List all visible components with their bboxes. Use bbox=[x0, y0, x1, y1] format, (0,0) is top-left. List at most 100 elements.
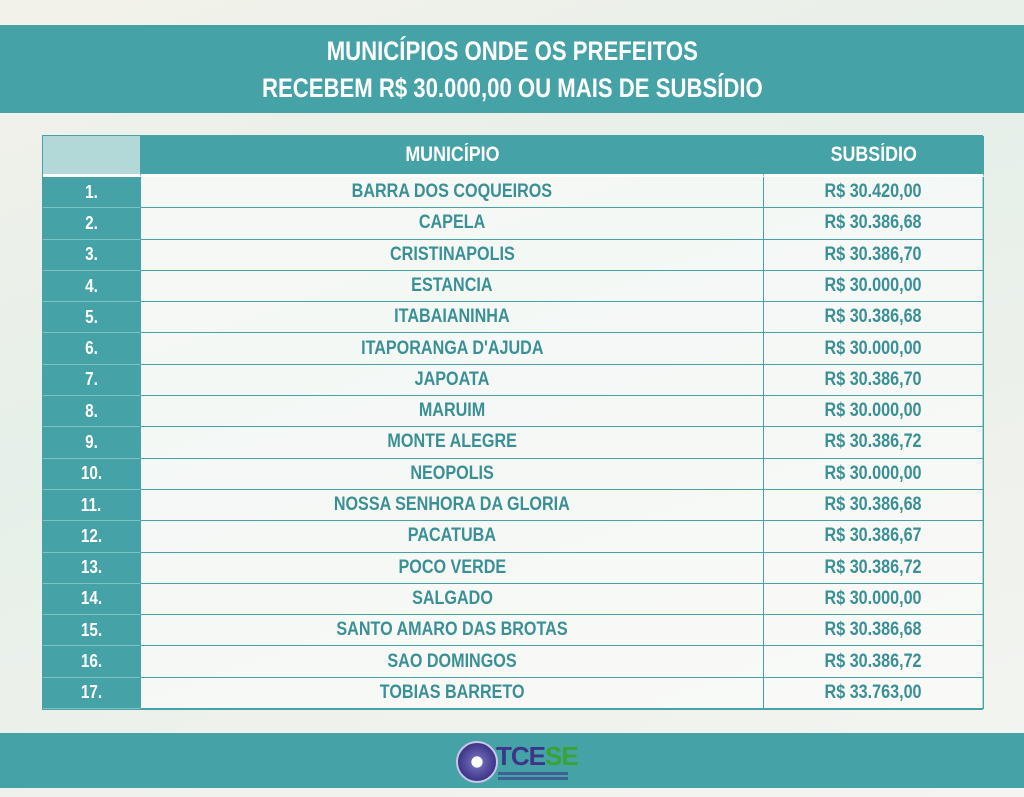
table-cell: NOSSA SENHORA DA GLORIA bbox=[141, 489, 764, 522]
cell-text: R$ 30.000,00 bbox=[825, 462, 922, 484]
cell-text: ITABAIANINHA bbox=[394, 306, 510, 328]
row-number-cell: 3. bbox=[43, 239, 141, 271]
title-banner: MUNICÍPIOS ONDE OS PREFEITOS RECEBEM R$ … bbox=[0, 25, 1024, 113]
table-cell: R$ 30.386,72 bbox=[764, 552, 984, 584]
table-cell: R$ 30.386,70 bbox=[764, 364, 984, 397]
row-number-cell: 13. bbox=[43, 552, 141, 584]
row-number-cell: 14. bbox=[43, 583, 141, 616]
table-cell: ESTANCIA bbox=[141, 270, 764, 303]
logo-line bbox=[498, 772, 568, 775]
cell-text: 7. bbox=[85, 369, 98, 390]
cell-text: R$ 30.000,00 bbox=[825, 400, 922, 422]
row-number-cell: 5. bbox=[43, 302, 141, 334]
row-number-cell: 11. bbox=[43, 489, 141, 522]
row-number-cell: 2. bbox=[43, 208, 141, 240]
table-cell: JAPOATA bbox=[141, 364, 764, 397]
logo-emblem bbox=[456, 741, 498, 783]
header-text: MUNICÍPIO bbox=[404, 143, 500, 166]
row-number-cell: 12. bbox=[43, 521, 141, 553]
cell-text: 15. bbox=[80, 619, 103, 640]
table-cell: R$ 30.386,68 bbox=[764, 302, 984, 334]
table-cell: CAPELA bbox=[141, 208, 764, 240]
row-number-cell: 8. bbox=[43, 396, 141, 428]
row-number-cell: 17. bbox=[43, 677, 141, 709]
cell-text: R$ 30.386,70 bbox=[825, 368, 922, 390]
cell-text: TOBIAS BARRETO bbox=[379, 681, 525, 703]
cell-text: R$ 33.763,00 bbox=[825, 681, 922, 703]
table-cell: R$ 30.000,00 bbox=[764, 333, 984, 365]
cell-text: CRISTINAPOLIS bbox=[389, 243, 515, 265]
cell-text: R$ 30.386,68 bbox=[825, 306, 922, 328]
header-blank bbox=[43, 136, 141, 177]
cell-text: R$ 30.000,00 bbox=[825, 275, 922, 297]
cell-text: R$ 30.386,68 bbox=[825, 212, 922, 234]
table-cell: R$ 33.763,00 bbox=[764, 677, 984, 709]
cell-text: NEOPOLIS bbox=[410, 462, 494, 484]
cell-text: R$ 30.000,00 bbox=[825, 587, 922, 609]
cell-text: 17. bbox=[80, 682, 103, 703]
cell-text: 1. bbox=[85, 181, 98, 202]
table-cell: SANTO AMARO DAS BROTAS bbox=[141, 615, 764, 647]
cell-text: ITAPORANGA D'AJUDA bbox=[360, 337, 544, 359]
cell-text: R$ 30.000,00 bbox=[825, 337, 922, 359]
table-cell: R$ 30.386,67 bbox=[764, 521, 984, 553]
title-text: MUNICÍPIOS ONDE OS PREFEITOS bbox=[326, 36, 698, 66]
table-cell: R$ 30.420,00 bbox=[764, 177, 984, 209]
logo: TCESE bbox=[456, 739, 579, 783]
cell-text: PACATUBA bbox=[407, 525, 497, 547]
cell-text: CAPELA bbox=[418, 212, 486, 234]
cell-text: 2. bbox=[85, 212, 98, 233]
cell-text: R$ 30.386,70 bbox=[825, 243, 922, 265]
title-line: MUNICÍPIOS ONDE OS PREFEITOS bbox=[0, 36, 1024, 67]
cell-text: 10. bbox=[80, 463, 103, 484]
table-cell: R$ 30.386,68 bbox=[764, 489, 984, 522]
table-cell: R$ 30.386,68 bbox=[764, 208, 984, 240]
table-cell: R$ 30.386,72 bbox=[764, 646, 984, 678]
cell-text: MARUIM bbox=[418, 400, 486, 422]
logo-text: TCESE bbox=[496, 741, 579, 772]
cell-text: BARRA DOS COQUEIROS bbox=[351, 181, 553, 203]
row-number-cell: 4. bbox=[43, 270, 141, 303]
table-cell: PACATUBA bbox=[141, 521, 764, 553]
cell-text: 12. bbox=[80, 525, 103, 546]
logo-part: TCE bbox=[496, 741, 546, 771]
cell-text: ESTANCIA bbox=[411, 275, 493, 297]
cell-text: R$ 30.386,68 bbox=[825, 619, 922, 641]
row-number-cell: 15. bbox=[43, 615, 141, 647]
cell-text: R$ 30.386,72 bbox=[825, 650, 922, 672]
row-number-cell: 10. bbox=[43, 458, 141, 490]
cell-text: 9. bbox=[85, 431, 98, 452]
table-cell: CRISTINAPOLIS bbox=[141, 239, 764, 271]
table-cell: R$ 30.000,00 bbox=[764, 583, 984, 616]
cell-text: MONTE ALEGRE bbox=[387, 431, 517, 453]
cell-text: 6. bbox=[85, 338, 98, 359]
cell-text: 11. bbox=[81, 494, 102, 515]
cell-text: 14. bbox=[80, 588, 103, 609]
cell-text: 5. bbox=[85, 306, 98, 327]
cell-text: SAO DOMINGOS bbox=[387, 650, 517, 672]
cell-text: 16. bbox=[80, 651, 103, 672]
table-cell: TOBIAS BARRETO bbox=[141, 677, 764, 709]
table-cell: ITAPORANGA D'AJUDA bbox=[141, 333, 764, 365]
header-text: SUBSÍDIO bbox=[830, 143, 917, 166]
row-number-cell: 1. bbox=[43, 177, 141, 209]
cell-text: R$ 30.386,72 bbox=[825, 556, 922, 578]
cell-text: 3. bbox=[85, 244, 98, 265]
header-cell: MUNICÍPIO bbox=[141, 136, 764, 177]
row-number-cell: 6. bbox=[43, 333, 141, 365]
table-cell: POCO VERDE bbox=[141, 552, 764, 584]
table-cell: MONTE ALEGRE bbox=[141, 427, 764, 459]
table-cell: R$ 30.000,00 bbox=[764, 458, 984, 490]
table-cell: SALGADO bbox=[141, 583, 764, 616]
cell-text: POCO VERDE bbox=[398, 556, 506, 578]
title-line: RECEBEM R$ 30.000,00 OU MAIS DE SUBSÍDIO bbox=[0, 73, 1024, 104]
table-cell: R$ 30.000,00 bbox=[764, 270, 984, 303]
cell-text: R$ 30.420,00 bbox=[825, 181, 922, 203]
table-cell: R$ 30.000,00 bbox=[764, 396, 984, 428]
table-cell: R$ 30.386,70 bbox=[764, 239, 984, 271]
cell-text: JAPOATA bbox=[414, 368, 490, 390]
table-cell: R$ 30.386,72 bbox=[764, 427, 984, 459]
cell-text: R$ 30.386,72 bbox=[825, 431, 922, 453]
cell-text: 8. bbox=[85, 400, 98, 421]
